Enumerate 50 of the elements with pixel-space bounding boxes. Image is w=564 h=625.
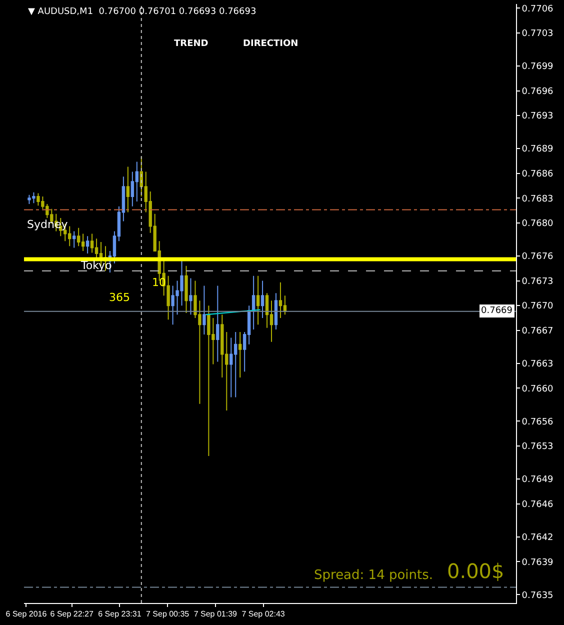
x-tick-label: 6 Sep 23:31: [98, 610, 142, 619]
y-tick-label: 0.7676: [522, 252, 554, 262]
y-tick-label: 0.7683: [522, 194, 554, 204]
y-tick-label: 0.7673: [522, 276, 554, 287]
y-tick-label: 0.7649: [522, 475, 554, 486]
x-tick-label: 7 Sep 01:39: [194, 610, 238, 619]
chart-title: ▼ AUDUSD,M1 0.76700 0.76701 0.76693 0.76693: [28, 7, 256, 17]
y-tick-label: 0.7670: [522, 302, 554, 312]
ref-line-label: 0.7669: [481, 306, 513, 316]
candlestick: [238, 332, 242, 378]
x-tick-label: 7 Sep 00:35: [146, 610, 190, 619]
candlestick: [90, 233, 94, 254]
candlestick: [189, 278, 192, 316]
y-tick-label: 0.7703: [522, 29, 554, 40]
candlestick: [184, 265, 188, 314]
y-tick-label: 0.7639: [522, 558, 554, 568]
candlestick: [76, 227, 80, 247]
candlestick: [278, 282, 282, 318]
y-tick-label: 0.7635: [522, 590, 554, 601]
y-tick-label: 0.7696: [522, 86, 554, 97]
x-tick-label: 6 Sep 2016: [6, 610, 48, 619]
candlestick: [260, 280, 264, 318]
x-tick-label: 6 Sep 22:27: [50, 610, 94, 619]
annotation: 0.00$: [447, 559, 504, 583]
y-tick-label: 0.7653: [522, 442, 554, 452]
y-tick-label: 0.7706: [522, 4, 554, 14]
candlestick: [216, 285, 220, 362]
annotation: 365: [109, 291, 130, 304]
candlestick: [126, 166, 130, 213]
candlestick: [256, 275, 260, 326]
y-tick-label: 0.7663: [522, 360, 554, 370]
annotation: TREND: [174, 39, 208, 49]
candlestick: [252, 275, 256, 330]
y-tick-label: 0.7646: [522, 500, 554, 510]
candlestick: [274, 292, 278, 330]
y-tick-label: 0.7660: [522, 384, 554, 394]
y-tick-label: 0.7680: [522, 219, 554, 230]
y-tick-label: 0.7686: [522, 170, 554, 180]
annotation: DIRECTION: [243, 39, 298, 49]
y-tick-label: 0.7667: [522, 326, 554, 336]
y-tick-label: 0.7656: [522, 417, 554, 428]
candlestick: [202, 285, 206, 335]
candlestick: [86, 236, 90, 254]
candlestick: [72, 230, 76, 248]
y-tick-label: 0.7642: [522, 533, 554, 544]
x-tick-label: 7 Sep 02:43: [242, 610, 286, 619]
y-tick-label: 0.7693: [522, 112, 554, 122]
y-tick-label: 0.7699: [522, 62, 554, 72]
annotation: Spread: 14 points.: [314, 568, 434, 583]
y-tick-label: 0.7689: [522, 144, 554, 155]
